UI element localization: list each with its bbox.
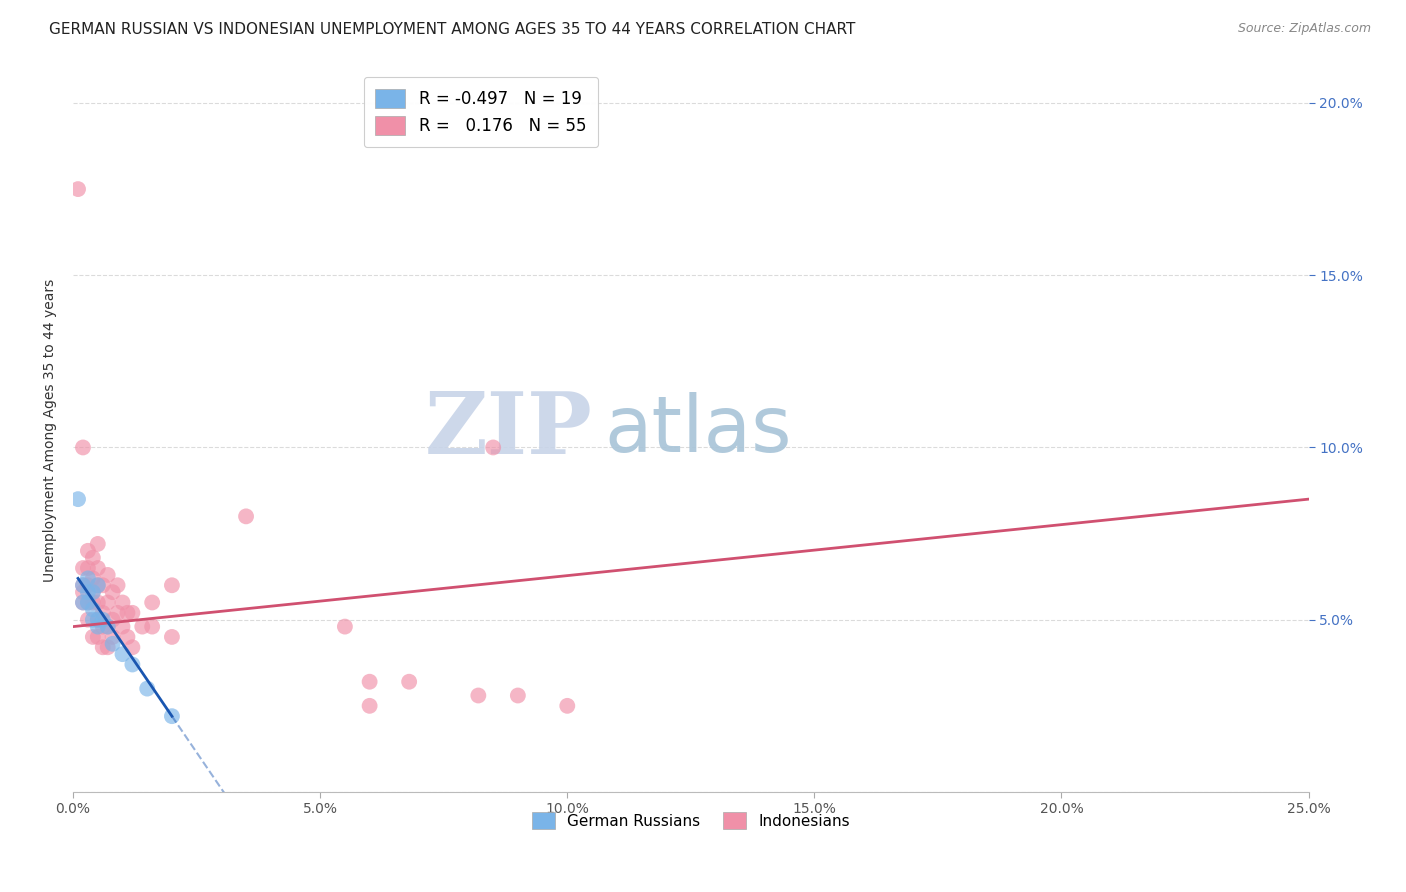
Point bbox=[67, 492, 90, 507]
Point bbox=[82, 630, 104, 644]
Point bbox=[97, 619, 120, 633]
Point bbox=[482, 441, 505, 455]
Point bbox=[77, 578, 100, 592]
Point bbox=[91, 606, 114, 620]
Point bbox=[87, 613, 110, 627]
Point bbox=[117, 630, 139, 644]
Point bbox=[121, 657, 143, 672]
Point bbox=[87, 613, 110, 627]
Point bbox=[235, 509, 257, 524]
Point bbox=[82, 613, 104, 627]
Point bbox=[82, 602, 104, 616]
Point bbox=[141, 619, 163, 633]
Point bbox=[67, 182, 90, 196]
Point bbox=[359, 698, 381, 713]
Point bbox=[111, 595, 134, 609]
Text: atlas: atlas bbox=[605, 392, 792, 468]
Point bbox=[77, 571, 100, 585]
Point bbox=[72, 578, 94, 592]
Point bbox=[333, 619, 356, 633]
Point bbox=[555, 698, 578, 713]
Point bbox=[72, 595, 94, 609]
Point bbox=[160, 578, 183, 592]
Point bbox=[82, 585, 104, 599]
Point bbox=[97, 640, 120, 655]
Point bbox=[87, 578, 110, 592]
Point bbox=[136, 681, 159, 696]
Point bbox=[398, 674, 420, 689]
Point bbox=[72, 561, 94, 575]
Point bbox=[72, 441, 94, 455]
Text: ZIP: ZIP bbox=[425, 388, 592, 472]
Legend: German Russians, Indonesians: German Russians, Indonesians bbox=[526, 806, 856, 835]
Point bbox=[359, 674, 381, 689]
Point bbox=[77, 613, 100, 627]
Point bbox=[97, 568, 120, 582]
Text: GERMAN RUSSIAN VS INDONESIAN UNEMPLOYMENT AMONG AGES 35 TO 44 YEARS CORRELATION : GERMAN RUSSIAN VS INDONESIAN UNEMPLOYMEN… bbox=[49, 22, 856, 37]
Point bbox=[97, 595, 120, 609]
Point bbox=[82, 595, 104, 609]
Point bbox=[101, 637, 124, 651]
Point bbox=[82, 585, 104, 599]
Point bbox=[91, 640, 114, 655]
Point bbox=[141, 595, 163, 609]
Point bbox=[72, 585, 94, 599]
Point bbox=[77, 595, 100, 609]
Point bbox=[87, 578, 110, 592]
Point bbox=[87, 595, 110, 609]
Point bbox=[121, 640, 143, 655]
Point bbox=[506, 689, 529, 703]
Point bbox=[467, 689, 489, 703]
Point bbox=[101, 585, 124, 599]
Text: Source: ZipAtlas.com: Source: ZipAtlas.com bbox=[1237, 22, 1371, 36]
Point bbox=[87, 619, 110, 633]
Point bbox=[87, 561, 110, 575]
Point bbox=[97, 619, 120, 633]
Point bbox=[77, 561, 100, 575]
Point bbox=[87, 537, 110, 551]
Point bbox=[91, 619, 114, 633]
Point bbox=[160, 630, 183, 644]
Y-axis label: Unemployment Among Ages 35 to 44 years: Unemployment Among Ages 35 to 44 years bbox=[44, 278, 58, 582]
Point bbox=[111, 619, 134, 633]
Point bbox=[107, 578, 129, 592]
Point bbox=[131, 619, 153, 633]
Point bbox=[77, 544, 100, 558]
Point bbox=[91, 613, 114, 627]
Point bbox=[101, 613, 124, 627]
Point bbox=[111, 647, 134, 661]
Point bbox=[91, 578, 114, 592]
Point bbox=[117, 606, 139, 620]
Point bbox=[72, 595, 94, 609]
Point bbox=[121, 606, 143, 620]
Point bbox=[101, 630, 124, 644]
Point bbox=[107, 606, 129, 620]
Point bbox=[87, 630, 110, 644]
Point bbox=[77, 595, 100, 609]
Point bbox=[77, 585, 100, 599]
Point bbox=[160, 709, 183, 723]
Point bbox=[82, 550, 104, 565]
Point bbox=[72, 578, 94, 592]
Point bbox=[82, 571, 104, 585]
